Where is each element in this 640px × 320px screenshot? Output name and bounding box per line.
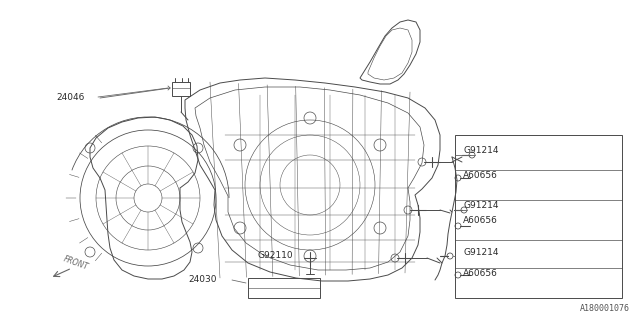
Text: A60656: A60656 [463, 171, 498, 180]
Text: A180001076: A180001076 [580, 304, 630, 313]
Text: G91214: G91214 [463, 146, 499, 155]
Text: A60656: A60656 [463, 269, 498, 278]
Text: 24030: 24030 [188, 276, 216, 284]
Text: 24046: 24046 [56, 92, 84, 101]
Text: G91214: G91214 [463, 247, 499, 257]
Text: G91214: G91214 [463, 201, 499, 210]
Text: FRONT: FRONT [62, 254, 90, 272]
Text: A60656: A60656 [463, 215, 498, 225]
Text: G92110: G92110 [258, 252, 294, 260]
